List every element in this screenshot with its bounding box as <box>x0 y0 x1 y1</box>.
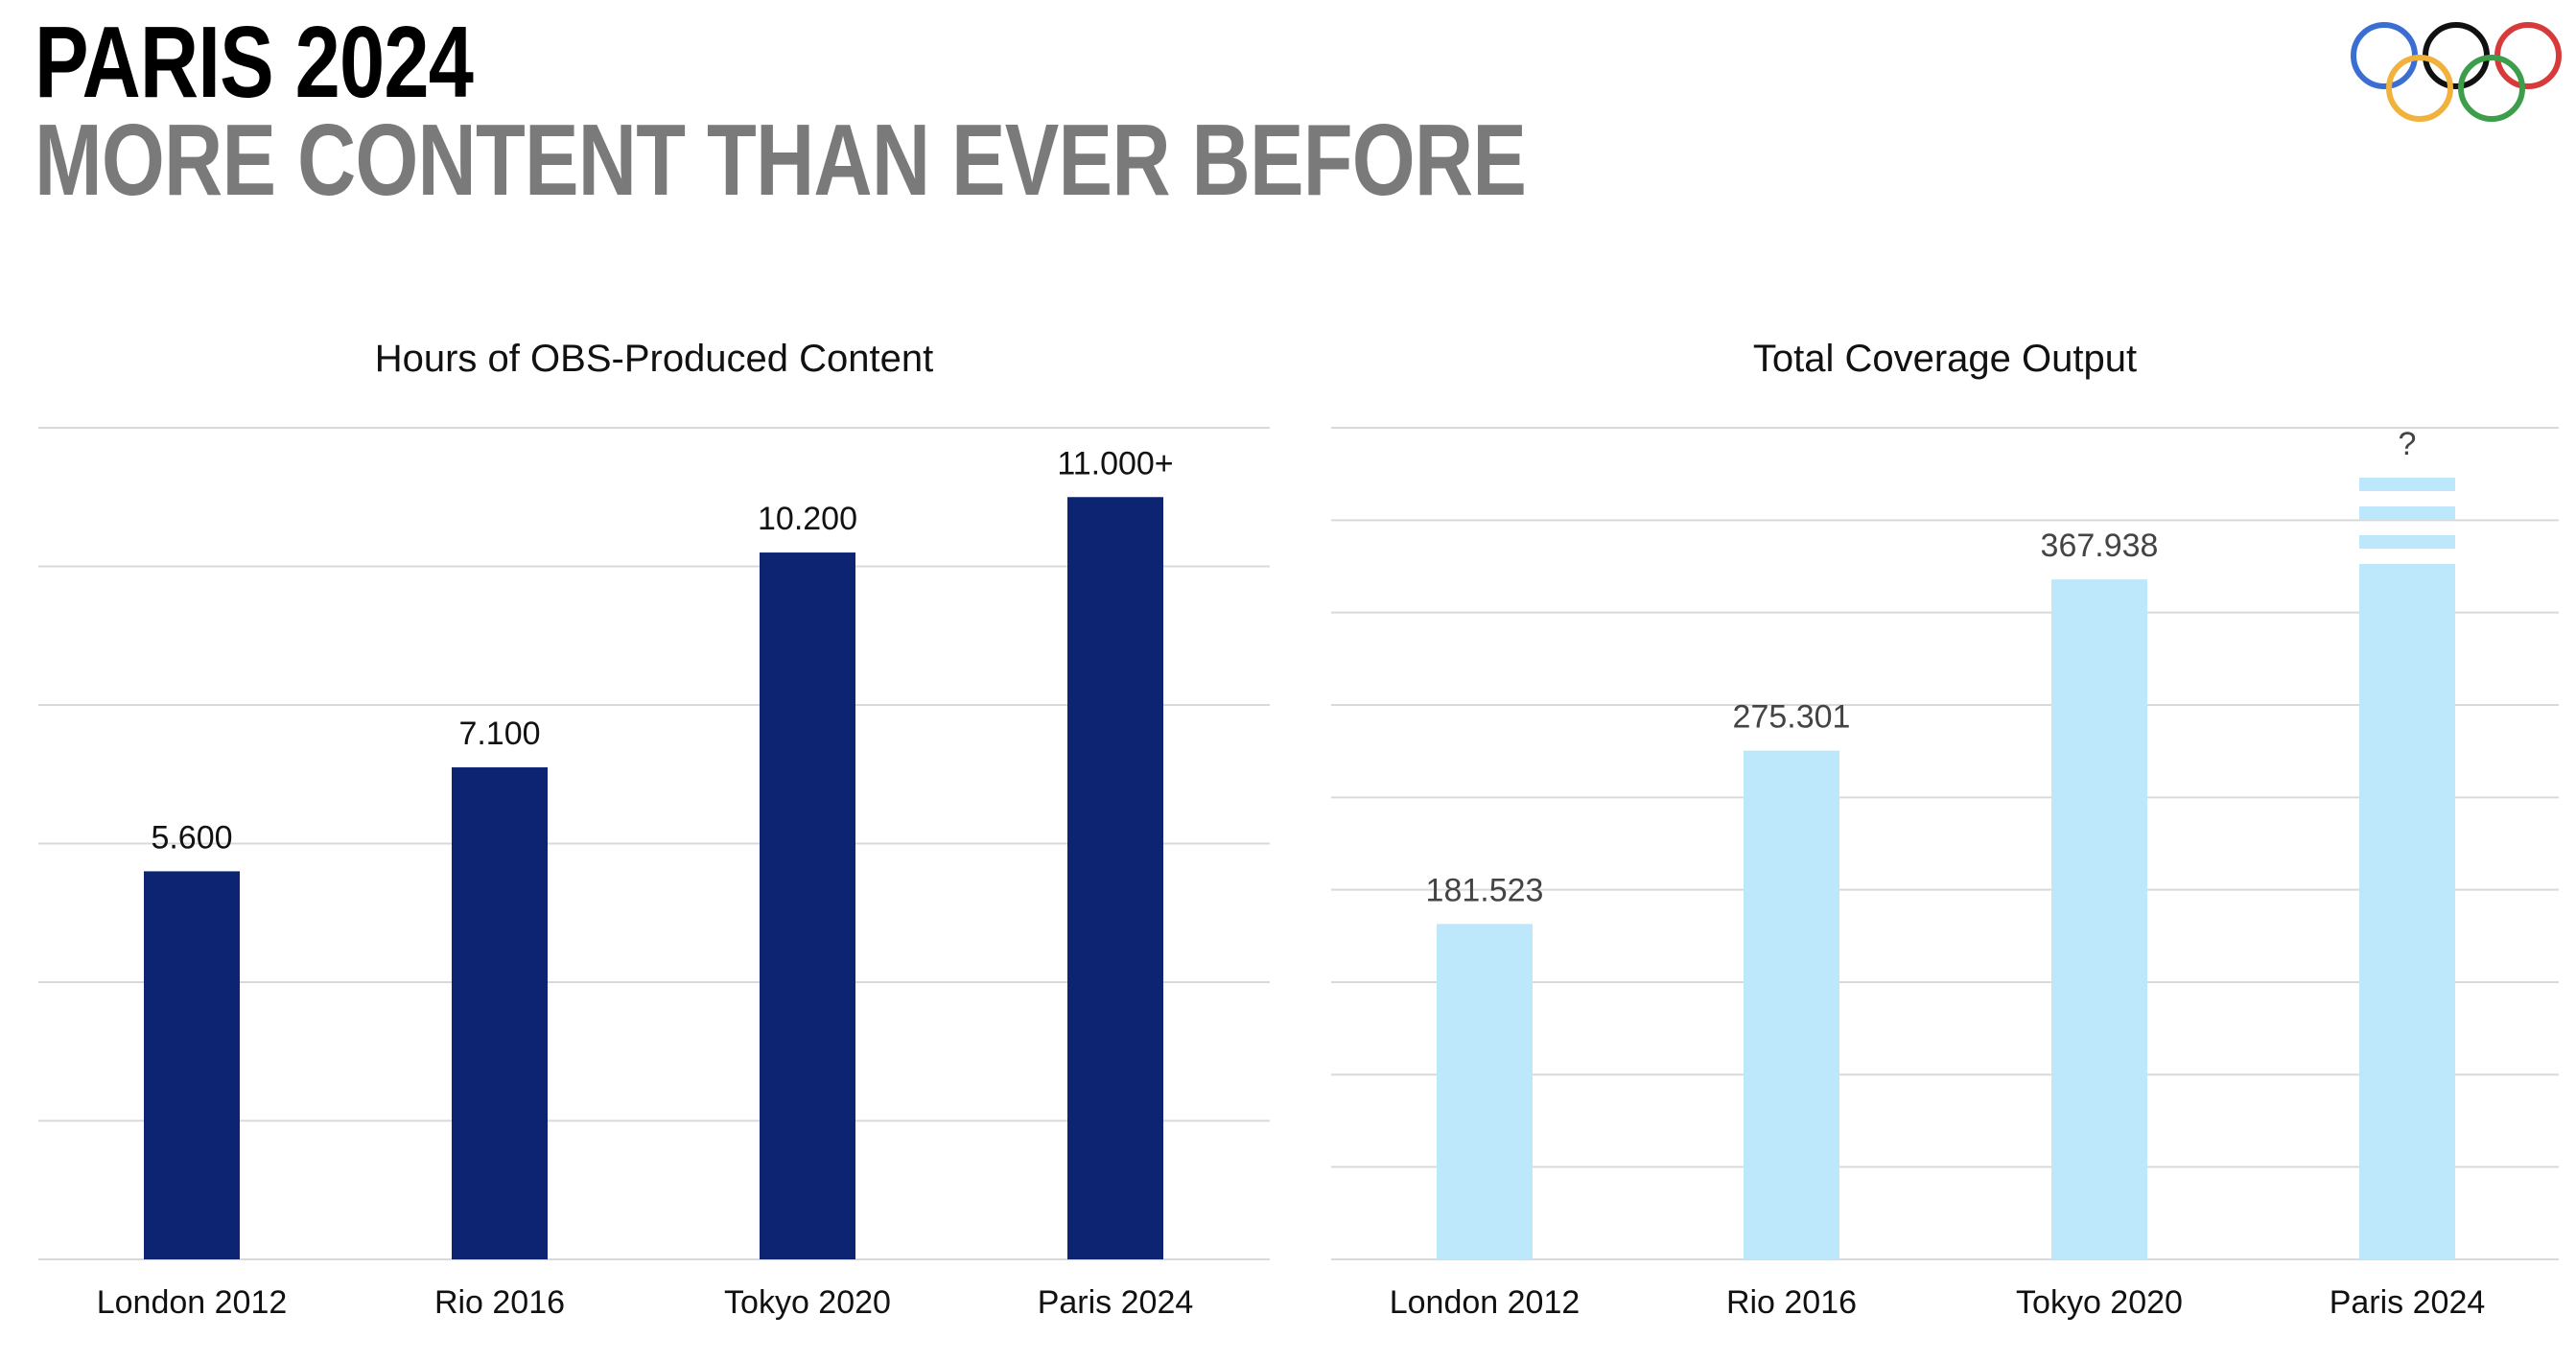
left-bar-label: 10.200 <box>758 501 857 537</box>
right-bar-stripe <box>2359 478 2455 491</box>
left-chart-title: Hours of OBS-Produced Content <box>374 338 934 380</box>
right-bar <box>1437 924 1533 1259</box>
right-bar-stripe <box>2359 535 2455 549</box>
right-category-label: Tokyo 2020 <box>2016 1284 2183 1321</box>
right-bar-stripe <box>2359 506 2455 520</box>
right-chart-title: Total Coverage Output <box>1752 338 2138 380</box>
right-bar <box>2359 564 2455 1259</box>
left-category-label: Rio 2016 <box>434 1284 565 1321</box>
left-bar <box>1067 497 1163 1259</box>
page-title: PARIS 2024 <box>35 6 474 119</box>
olympic-rings-icon <box>2351 22 2562 122</box>
ring-yellow <box>2386 55 2453 122</box>
page-subtitle: MORE CONTENT THAN EVER BEFORE <box>35 104 1527 217</box>
right-category-label: Paris 2024 <box>2330 1284 2486 1321</box>
left-bar-label: 5.600 <box>151 819 232 856</box>
right-bar-label: 181.523 <box>1426 872 1544 908</box>
right-bar-label: 367.938 <box>2041 528 2159 564</box>
left-category-label: London 2012 <box>97 1284 288 1321</box>
right-category-label: Rio 2016 <box>1726 1284 1857 1321</box>
right-bar <box>1744 750 1839 1259</box>
right-bar-label: 275.301 <box>1733 699 1851 736</box>
right-category-label: London 2012 <box>1390 1284 1581 1321</box>
left-bar <box>452 767 548 1259</box>
left-bar-label: 7.100 <box>458 716 540 752</box>
title-block: PARIS 2024 MORE CONTENT THAN EVER BEFORE <box>35 6 1899 217</box>
ring-green <box>2458 55 2525 122</box>
left-bar <box>144 871 240 1259</box>
right-bar <box>2051 579 2147 1259</box>
left-bar-label: 11.000+ <box>1057 445 1173 481</box>
left-category-label: Tokyo 2020 <box>724 1284 891 1321</box>
left-bar <box>760 552 855 1259</box>
right-bar-label: ? <box>2399 426 2417 462</box>
left-category-label: Paris 2024 <box>1038 1284 1194 1321</box>
